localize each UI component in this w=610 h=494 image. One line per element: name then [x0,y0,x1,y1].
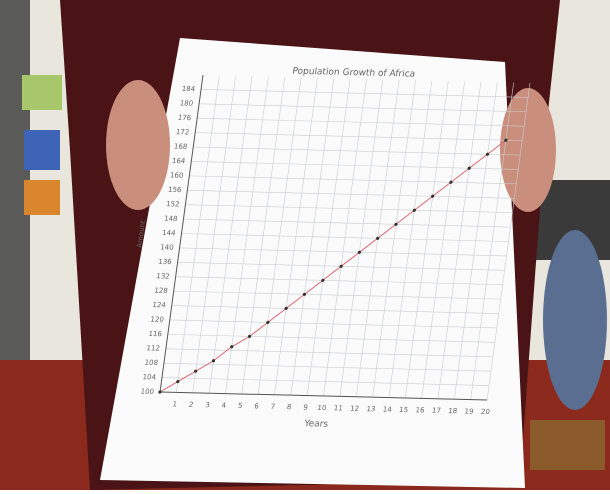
data-point [247,334,252,338]
graph-title: Population Growth of Africa [292,67,416,80]
x-axis-label: Years [303,419,329,430]
data-point [412,208,416,212]
grid-line [241,76,286,395]
data-point [194,369,198,373]
y-axis-label: Amount [134,220,147,248]
poster [24,130,60,170]
y-tick-label: 160 [169,170,184,179]
y-tick-label: 180 [179,98,194,107]
grid-line [437,81,482,399]
x-tick-label: 4 [221,401,227,410]
x-tick-label: 16 [415,405,426,414]
data-point [158,390,162,394]
x-tick-label: 19 [464,407,474,416]
paper [100,38,525,488]
data-point [339,264,343,268]
x-tick-label: 1 [172,399,178,408]
data-line [159,139,507,393]
grid-line [192,75,237,393]
data-point [176,379,180,384]
data-point [467,166,471,170]
data-point [485,152,490,156]
grid-line [339,79,384,397]
grid-line [404,80,449,399]
grid-line [372,80,416,398]
data-point [230,345,234,349]
grid-line [470,82,514,400]
y-tick-label: 144 [162,228,177,237]
y-tick-label: 100 [140,387,155,396]
x-tick-label: 3 [205,400,211,409]
hand [106,80,170,210]
y-tick-label: 128 [154,286,169,295]
y-tick-label: 168 [173,142,188,151]
x-tick-label: 6 [254,401,260,410]
data-point [431,194,435,198]
x-tick-label: 2 [188,400,194,409]
x-tick-label: 17 [431,406,441,415]
y-tick-label: 164 [171,156,186,165]
grid-line [323,78,367,397]
data-point [394,222,398,226]
poster [22,75,62,110]
grid-line [421,81,465,399]
poster [24,180,60,215]
y-tick-label: 108 [144,358,159,367]
data-point [357,250,362,254]
x-tick-label: 10 [317,403,327,412]
x-tick-label: 18 [448,406,458,415]
y-tick-label: 140 [160,242,175,251]
axis [159,74,204,393]
x-tick-label: 12 [350,404,360,413]
x-tick-label: 20 [480,407,490,416]
y-tick-label: 152 [166,199,181,208]
grid-line [176,75,220,393]
x-tick-label: 9 [303,403,309,412]
graph: Population Growth of Africa Years Amount… [134,67,531,430]
grid-line [208,76,253,394]
y-tick-label: 184 [181,84,196,93]
hand [500,88,556,212]
x-tick-label: 5 [237,401,243,410]
bystander [543,230,607,410]
grid-line [388,80,433,398]
grid-line [306,78,351,396]
y-tick-label: 120 [150,315,165,324]
y-tick-label: 156 [167,185,182,194]
grid-line [486,82,531,401]
y-tick-label: 136 [158,257,173,266]
grid-line [225,76,269,394]
y-tick-label: 112 [146,343,161,352]
grid-line [257,77,302,395]
y-tick-label: 124 [152,300,167,309]
x-tick-label: 7 [270,402,276,411]
data-point [321,278,325,282]
data-point [449,180,453,184]
boots [530,420,605,470]
x-tick-label: 15 [399,405,409,414]
y-tick-label: 104 [142,372,157,381]
data-point [284,306,288,310]
data-point [302,292,307,296]
data-point [376,236,380,240]
y-tick-label: 176 [177,113,192,122]
x-tick-label: 14 [382,405,393,414]
x-tick-label: 8 [286,402,292,411]
grid-line [290,78,335,396]
y-tick-label: 148 [164,214,179,223]
y-tick-label: 116 [148,329,163,338]
data-point [266,320,270,324]
x-tick-label: 11 [333,403,343,412]
x-tick-label: 13 [366,404,376,413]
grid-line [274,77,318,395]
axis [159,391,488,401]
data-point [211,359,216,363]
data-point [504,138,508,142]
y-tick-label: 132 [156,271,171,280]
y-tick-label: 172 [175,127,190,136]
grid-line [454,82,498,400]
